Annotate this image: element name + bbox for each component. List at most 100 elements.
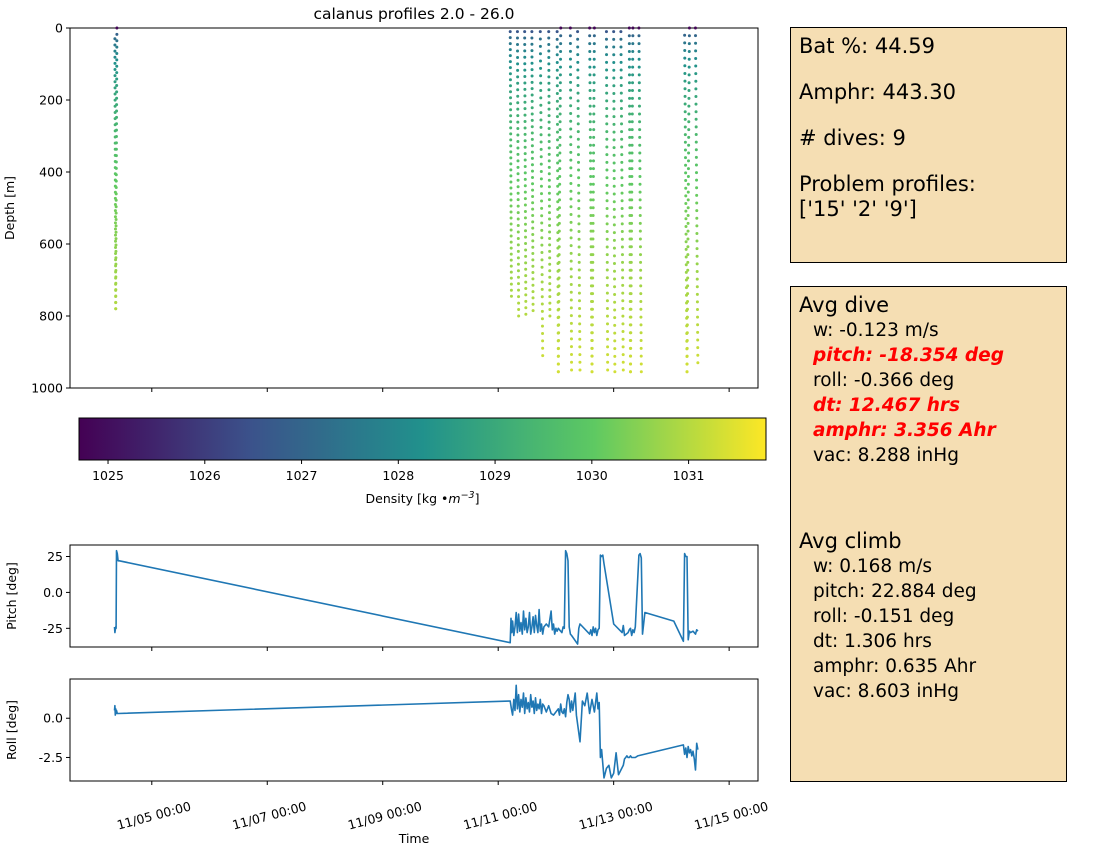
profile-point [569, 119, 573, 123]
profile-point [569, 88, 573, 92]
profile-point [637, 73, 641, 77]
profile-point [639, 253, 643, 257]
profile-point [516, 55, 520, 59]
profile-point [557, 299, 561, 303]
profile-point [540, 324, 544, 328]
y-tick-label: -25 [43, 621, 63, 636]
profile-point [638, 198, 642, 202]
profile-point [557, 323, 561, 327]
profile-point [639, 268, 643, 272]
profile-point [516, 146, 520, 150]
profile-point [516, 68, 520, 72]
profile-point [558, 89, 562, 93]
profile-point [523, 126, 527, 130]
profile-point [612, 122, 616, 126]
avg-dive-block: Avg dive w: -0.123 m/s pitch: -18.354 deg… [799, 293, 1058, 468]
profile-point [695, 277, 699, 281]
profile-point [569, 213, 573, 217]
profile-point [509, 294, 513, 298]
profile-point [530, 156, 534, 160]
profile-point [509, 114, 513, 118]
profile-point [620, 214, 624, 218]
profile-point [547, 185, 551, 189]
profile-point [531, 182, 535, 186]
profile-point [516, 230, 520, 234]
profile-point [684, 194, 688, 198]
profile-point [605, 191, 609, 195]
profile-point [531, 220, 535, 224]
profile-point [694, 72, 698, 76]
profile-point [591, 253, 595, 257]
profile-point [576, 60, 580, 64]
profile-point [576, 45, 580, 49]
profile-point [613, 354, 617, 358]
profile-point [683, 94, 687, 98]
profile-point [547, 211, 551, 215]
profile-point [539, 184, 543, 188]
colorbar-fill [78, 417, 767, 461]
profile-point [613, 277, 617, 281]
profile-point [592, 151, 596, 155]
profile-point [685, 354, 689, 358]
profile-point [524, 248, 528, 252]
profile-point [686, 221, 690, 225]
profile-point [523, 209, 527, 213]
profile-point [540, 317, 544, 321]
profile-point [612, 246, 616, 250]
profile-point [605, 107, 609, 111]
profile-point [606, 360, 610, 364]
profile-point [541, 346, 545, 350]
profile-point [568, 26, 572, 30]
profile-point [115, 115, 119, 119]
profile-point [639, 292, 643, 296]
profile-point [612, 76, 616, 80]
roll-axes-frame [69, 678, 759, 782]
profile-point [547, 127, 551, 131]
profile-point [539, 170, 543, 174]
profile-point [629, 299, 633, 303]
profile-point [696, 323, 700, 327]
profile-point [577, 260, 581, 264]
profile-point [630, 128, 634, 132]
profile-point [605, 260, 609, 264]
profile-point [113, 67, 117, 71]
profile-point [592, 128, 596, 132]
profile-point [628, 167, 632, 171]
profile-point [589, 182, 593, 186]
profile-point [638, 206, 642, 210]
profile-point [694, 41, 698, 45]
profile-point [695, 216, 699, 220]
profile-point [548, 217, 552, 221]
profile-point [523, 203, 527, 207]
profile-point [555, 130, 559, 134]
profile-point [113, 227, 117, 231]
profile-point [509, 174, 513, 178]
profile-point [612, 177, 616, 180]
profile-point [539, 125, 543, 129]
profile-point [531, 309, 535, 313]
profile-point [612, 161, 616, 165]
profile-point [605, 230, 609, 234]
profile-point [509, 252, 513, 256]
profile-point [684, 186, 688, 190]
profile-point [605, 283, 609, 287]
profile-point [606, 368, 610, 372]
profile-point [627, 65, 631, 69]
profile-point [569, 73, 573, 77]
profile-point [539, 59, 543, 63]
avg-climb-stat: amphr: 0.635 Ahr [813, 656, 977, 677]
profile-point [695, 262, 699, 266]
profile-13 [590, 26, 596, 374]
profile-point [686, 229, 690, 233]
profile-point [114, 275, 118, 279]
profile-point [683, 56, 687, 60]
profile-point [524, 280, 528, 284]
profile-point [570, 360, 574, 364]
profile-point [555, 84, 559, 88]
profile-point [639, 346, 643, 350]
profile-point [631, 73, 635, 77]
profile-point [629, 284, 633, 288]
profile-point [569, 228, 573, 232]
profile-point [627, 49, 631, 53]
profile-point [612, 184, 616, 188]
